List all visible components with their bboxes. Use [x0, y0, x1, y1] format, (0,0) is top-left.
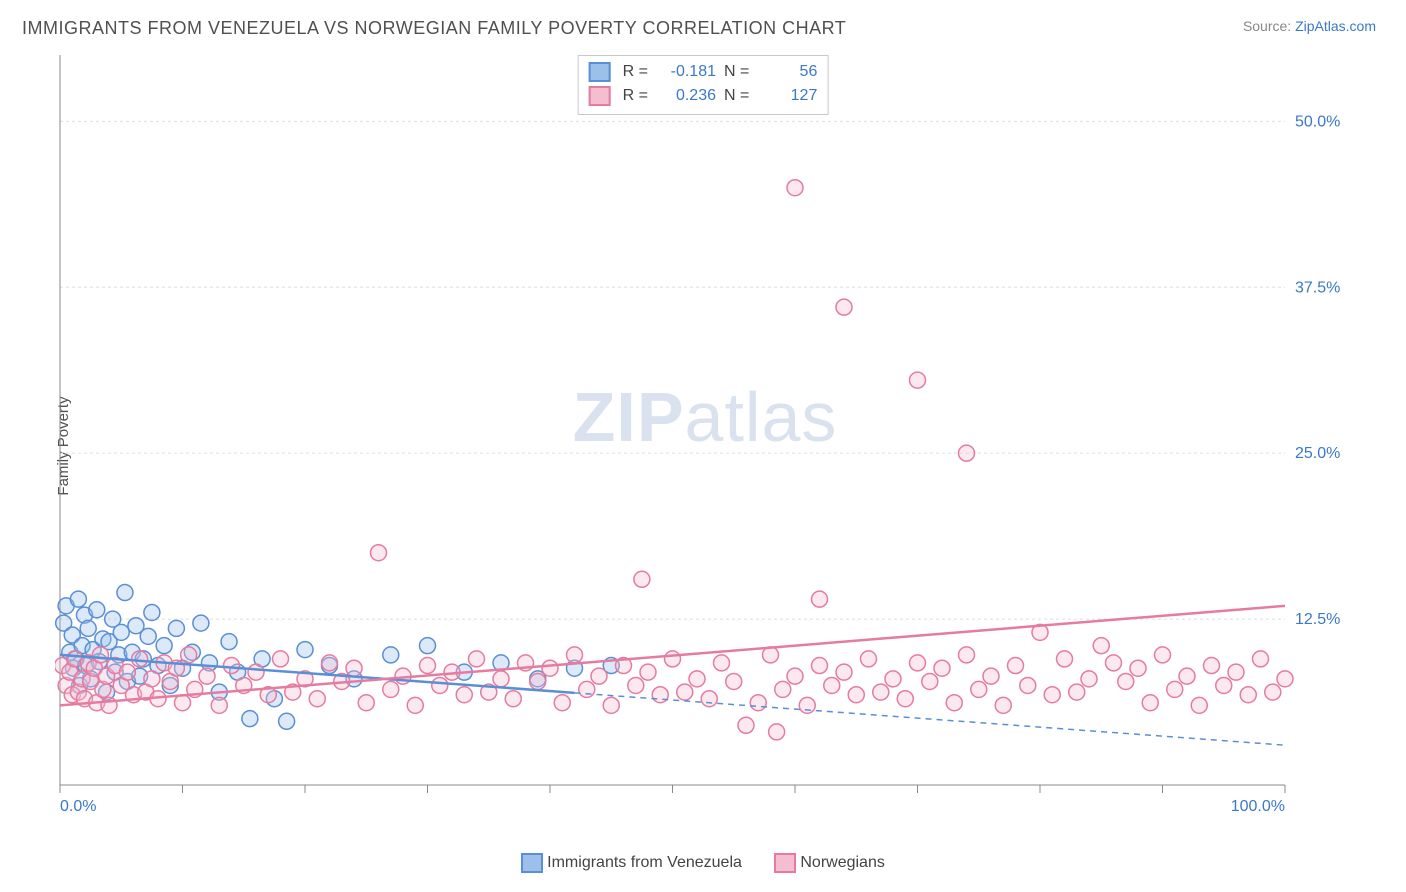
svg-text:0.0%: 0.0% — [60, 798, 96, 815]
source-attribution: Source: ZipAtlas.com — [1243, 18, 1376, 34]
swatch-series1 — [589, 62, 611, 82]
svg-text:37.5%: 37.5% — [1295, 279, 1340, 296]
r-value-series2: 0.236 — [656, 84, 716, 108]
scatter-chart-svg: 12.5% 25.0% 37.5% 50.0% 0.0% 100.0% — [55, 55, 1355, 825]
legend-label-series2: Norwegians — [800, 854, 884, 872]
chart-plot-area: ZIPatlas 12.5%25.0%37.5%50.0%0.0%100.0% — [55, 55, 1355, 825]
legend-item-series1: Immigrants from Venezuela — [521, 853, 742, 873]
correlation-stats-box: R = -0.181 N = 56 R = 0.236 N = 127 — [578, 55, 829, 115]
chart-title: IMMIGRANTS FROM VENEZUELA VS NORWEGIAN F… — [22, 18, 846, 39]
swatch-series2 — [589, 86, 611, 106]
legend-swatch-series2 — [774, 853, 796, 873]
legend-swatch-series1 — [521, 853, 543, 873]
n-value-series1: 56 — [757, 60, 817, 84]
source-link[interactable]: ZipAtlas.com — [1295, 18, 1376, 34]
n-label: N = — [724, 84, 749, 108]
legend-item-series2: Norwegians — [774, 853, 884, 873]
n-value-series2: 127 — [757, 84, 817, 108]
svg-text:25.0%: 25.0% — [1295, 445, 1340, 462]
bottom-legend: Immigrants from Venezuela Norwegians — [0, 853, 1406, 878]
source-label: Source: — [1243, 18, 1295, 34]
stats-row-series2: R = 0.236 N = 127 — [589, 84, 818, 108]
legend-label-series1: Immigrants from Venezuela — [547, 854, 742, 872]
stats-row-series1: R = -0.181 N = 56 — [589, 60, 818, 84]
r-label: R = — [623, 60, 648, 84]
n-label: N = — [724, 60, 749, 84]
svg-text:12.5%: 12.5% — [1295, 611, 1340, 628]
r-value-series1: -0.181 — [656, 60, 716, 84]
svg-text:50.0%: 50.0% — [1295, 113, 1340, 130]
svg-text:100.0%: 100.0% — [1231, 798, 1285, 815]
r-label: R = — [623, 84, 648, 108]
